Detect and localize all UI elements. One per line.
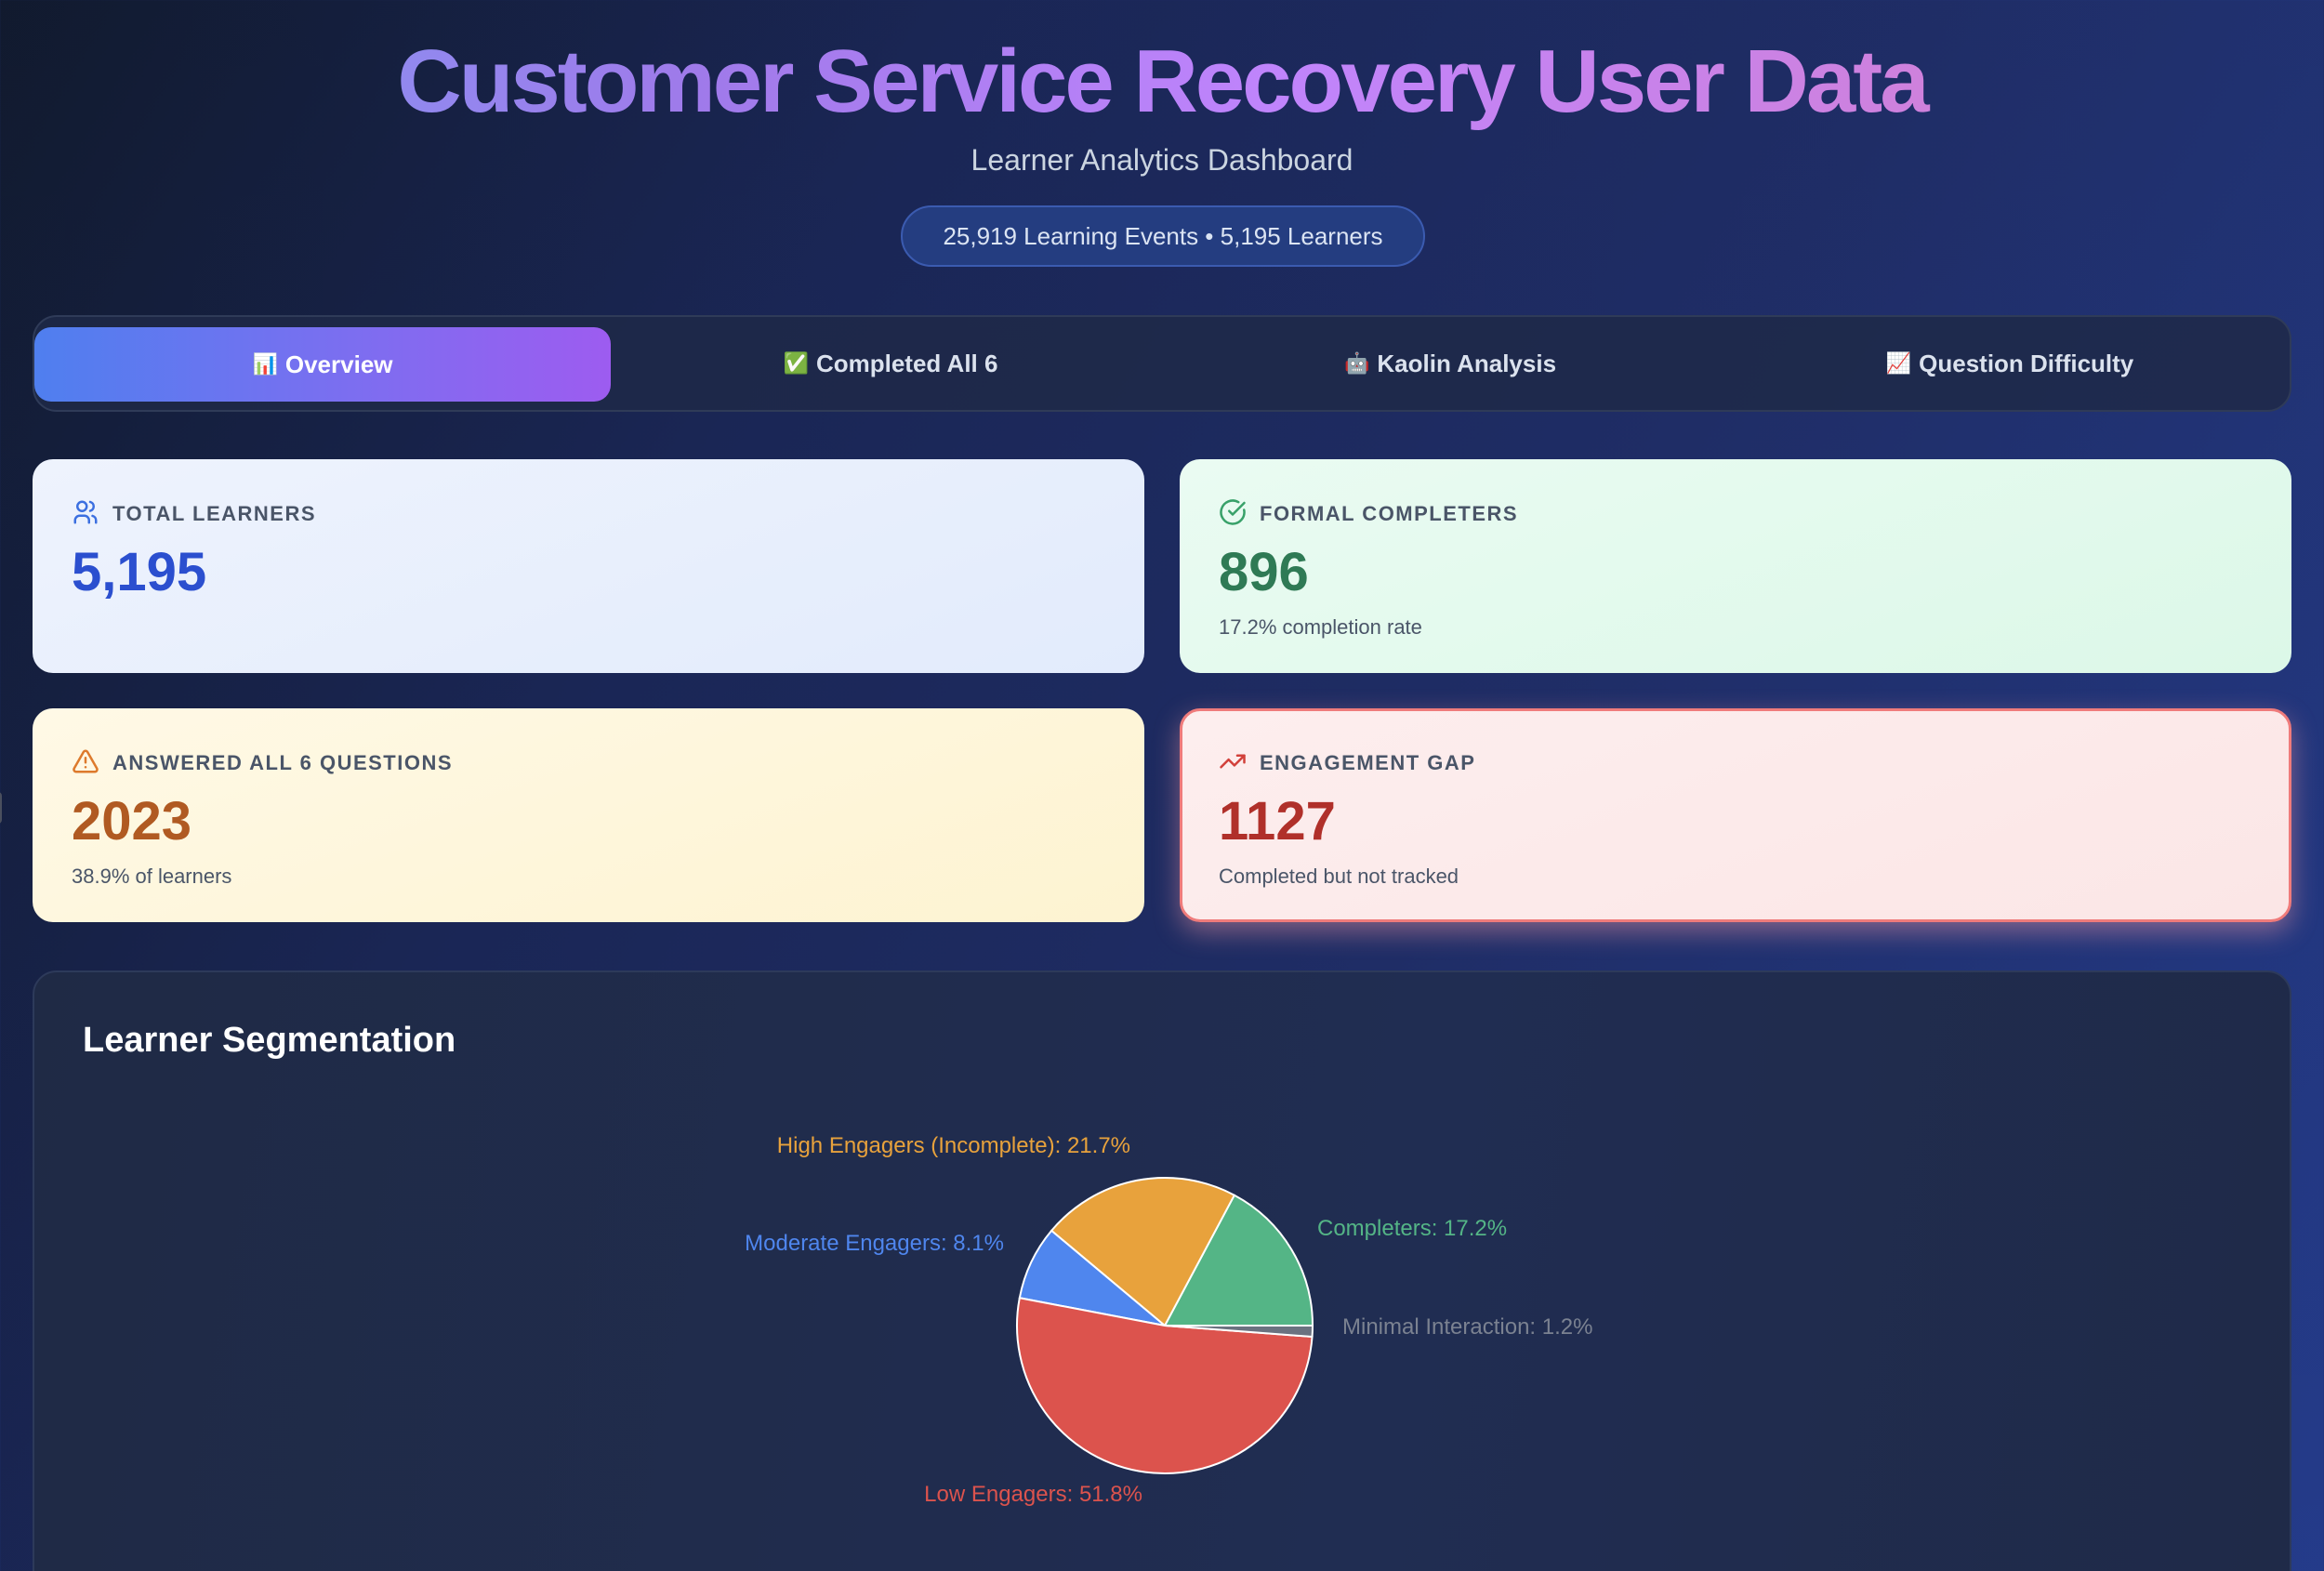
stat-label: ANSWERED ALL 6 QUESTIONS bbox=[112, 751, 454, 774]
check-circle-icon bbox=[1219, 498, 1247, 531]
pie-label: Low Engagers: 51.8% bbox=[924, 1482, 1142, 1507]
summary-badge: 25,919 Learning Events • 5,195 Learners bbox=[901, 205, 1425, 267]
tab-bar: 📊 Overview ✅ Completed All 6 🤖 Kaolin An… bbox=[33, 315, 2291, 412]
robot-icon: 🤖 bbox=[1343, 351, 1370, 375]
stat-subtext: 38.9% of learners bbox=[72, 865, 232, 888]
pie-slice[interactable] bbox=[1050, 1177, 1236, 1327]
tab-label: Completed All 6 bbox=[815, 349, 998, 377]
pie-slice[interactable] bbox=[1016, 1297, 1314, 1475]
pie-label: Completers: 17.2% bbox=[1317, 1216, 1507, 1241]
pie-slice[interactable] bbox=[1164, 1325, 1314, 1339]
pie-label: Moderate Engagers: 8.1% bbox=[745, 1231, 1004, 1256]
tab-label: Overview bbox=[284, 350, 393, 378]
stat-label: TOTAL LEARNERS bbox=[112, 502, 317, 525]
stat-value: 2023 bbox=[72, 791, 192, 852]
page-subtitle: Learner Analytics Dashboard bbox=[971, 143, 1353, 177]
stat-value: 1127 bbox=[1219, 791, 1336, 852]
warning-triangle-icon bbox=[72, 747, 99, 780]
stat-subtext: 17.2% completion rate bbox=[1219, 615, 1422, 639]
stat-card-formal-completers: FORMAL COMPLETERS 896 17.2% completion r… bbox=[1180, 459, 2291, 673]
panel-title: Learner Segmentation bbox=[83, 1021, 456, 1060]
stat-label: FORMAL COMPLETERS bbox=[1260, 502, 1519, 525]
tab-kaolin-analysis[interactable]: 🤖 Kaolin Analysis bbox=[1170, 326, 1730, 401]
pie-chart: Completers: 17.2% High Engagers (Incomple… bbox=[745, 1133, 1592, 1507]
pie-label: Minimal Interaction: 1.2% bbox=[1342, 1314, 1592, 1340]
tab-question-difficulty[interactable]: 📈 Question Difficulty bbox=[1730, 326, 2290, 401]
stat-value: 5,195 bbox=[72, 542, 207, 602]
stat-card-engagement-gap: ENGAGEMENT GAP 1127 Completed but not tr… bbox=[1180, 708, 2291, 922]
tab-label: Kaolin Analysis bbox=[1377, 349, 1557, 377]
stat-subtext: Completed but not tracked bbox=[1219, 865, 1459, 888]
segmentation-panel: Learner Segmentation Completers: 17.2% Hi… bbox=[33, 970, 2291, 1571]
tab-completed-all-6[interactable]: ✅ Completed All 6 bbox=[611, 326, 1170, 401]
tab-label: Question Difficulty bbox=[1919, 349, 2134, 377]
pie-label: High Engagers (Incomplete): 21.7% bbox=[777, 1133, 1130, 1158]
pie-slice[interactable] bbox=[1163, 1194, 1314, 1327]
tab-overview[interactable]: 📊 Overview bbox=[34, 327, 611, 402]
stat-label: ENGAGEMENT GAP bbox=[1260, 751, 1476, 774]
stat-value: 896 bbox=[1219, 542, 1309, 602]
trending-up-icon bbox=[1219, 747, 1247, 780]
page-title: Customer Service Recovery User Data bbox=[0, 28, 2324, 136]
edge-handle bbox=[0, 792, 2, 824]
stat-card-answered-all: ANSWERED ALL 6 QUESTIONS 2023 38.9% of l… bbox=[33, 708, 1144, 922]
bar-chart-icon: 📊 bbox=[252, 352, 278, 376]
line-chart-icon: 📈 bbox=[1885, 351, 1912, 375]
stat-card-total-learners: TOTAL LEARNERS 5,195 bbox=[33, 459, 1144, 673]
check-mark-icon: ✅ bbox=[783, 351, 809, 375]
users-icon bbox=[72, 498, 99, 531]
